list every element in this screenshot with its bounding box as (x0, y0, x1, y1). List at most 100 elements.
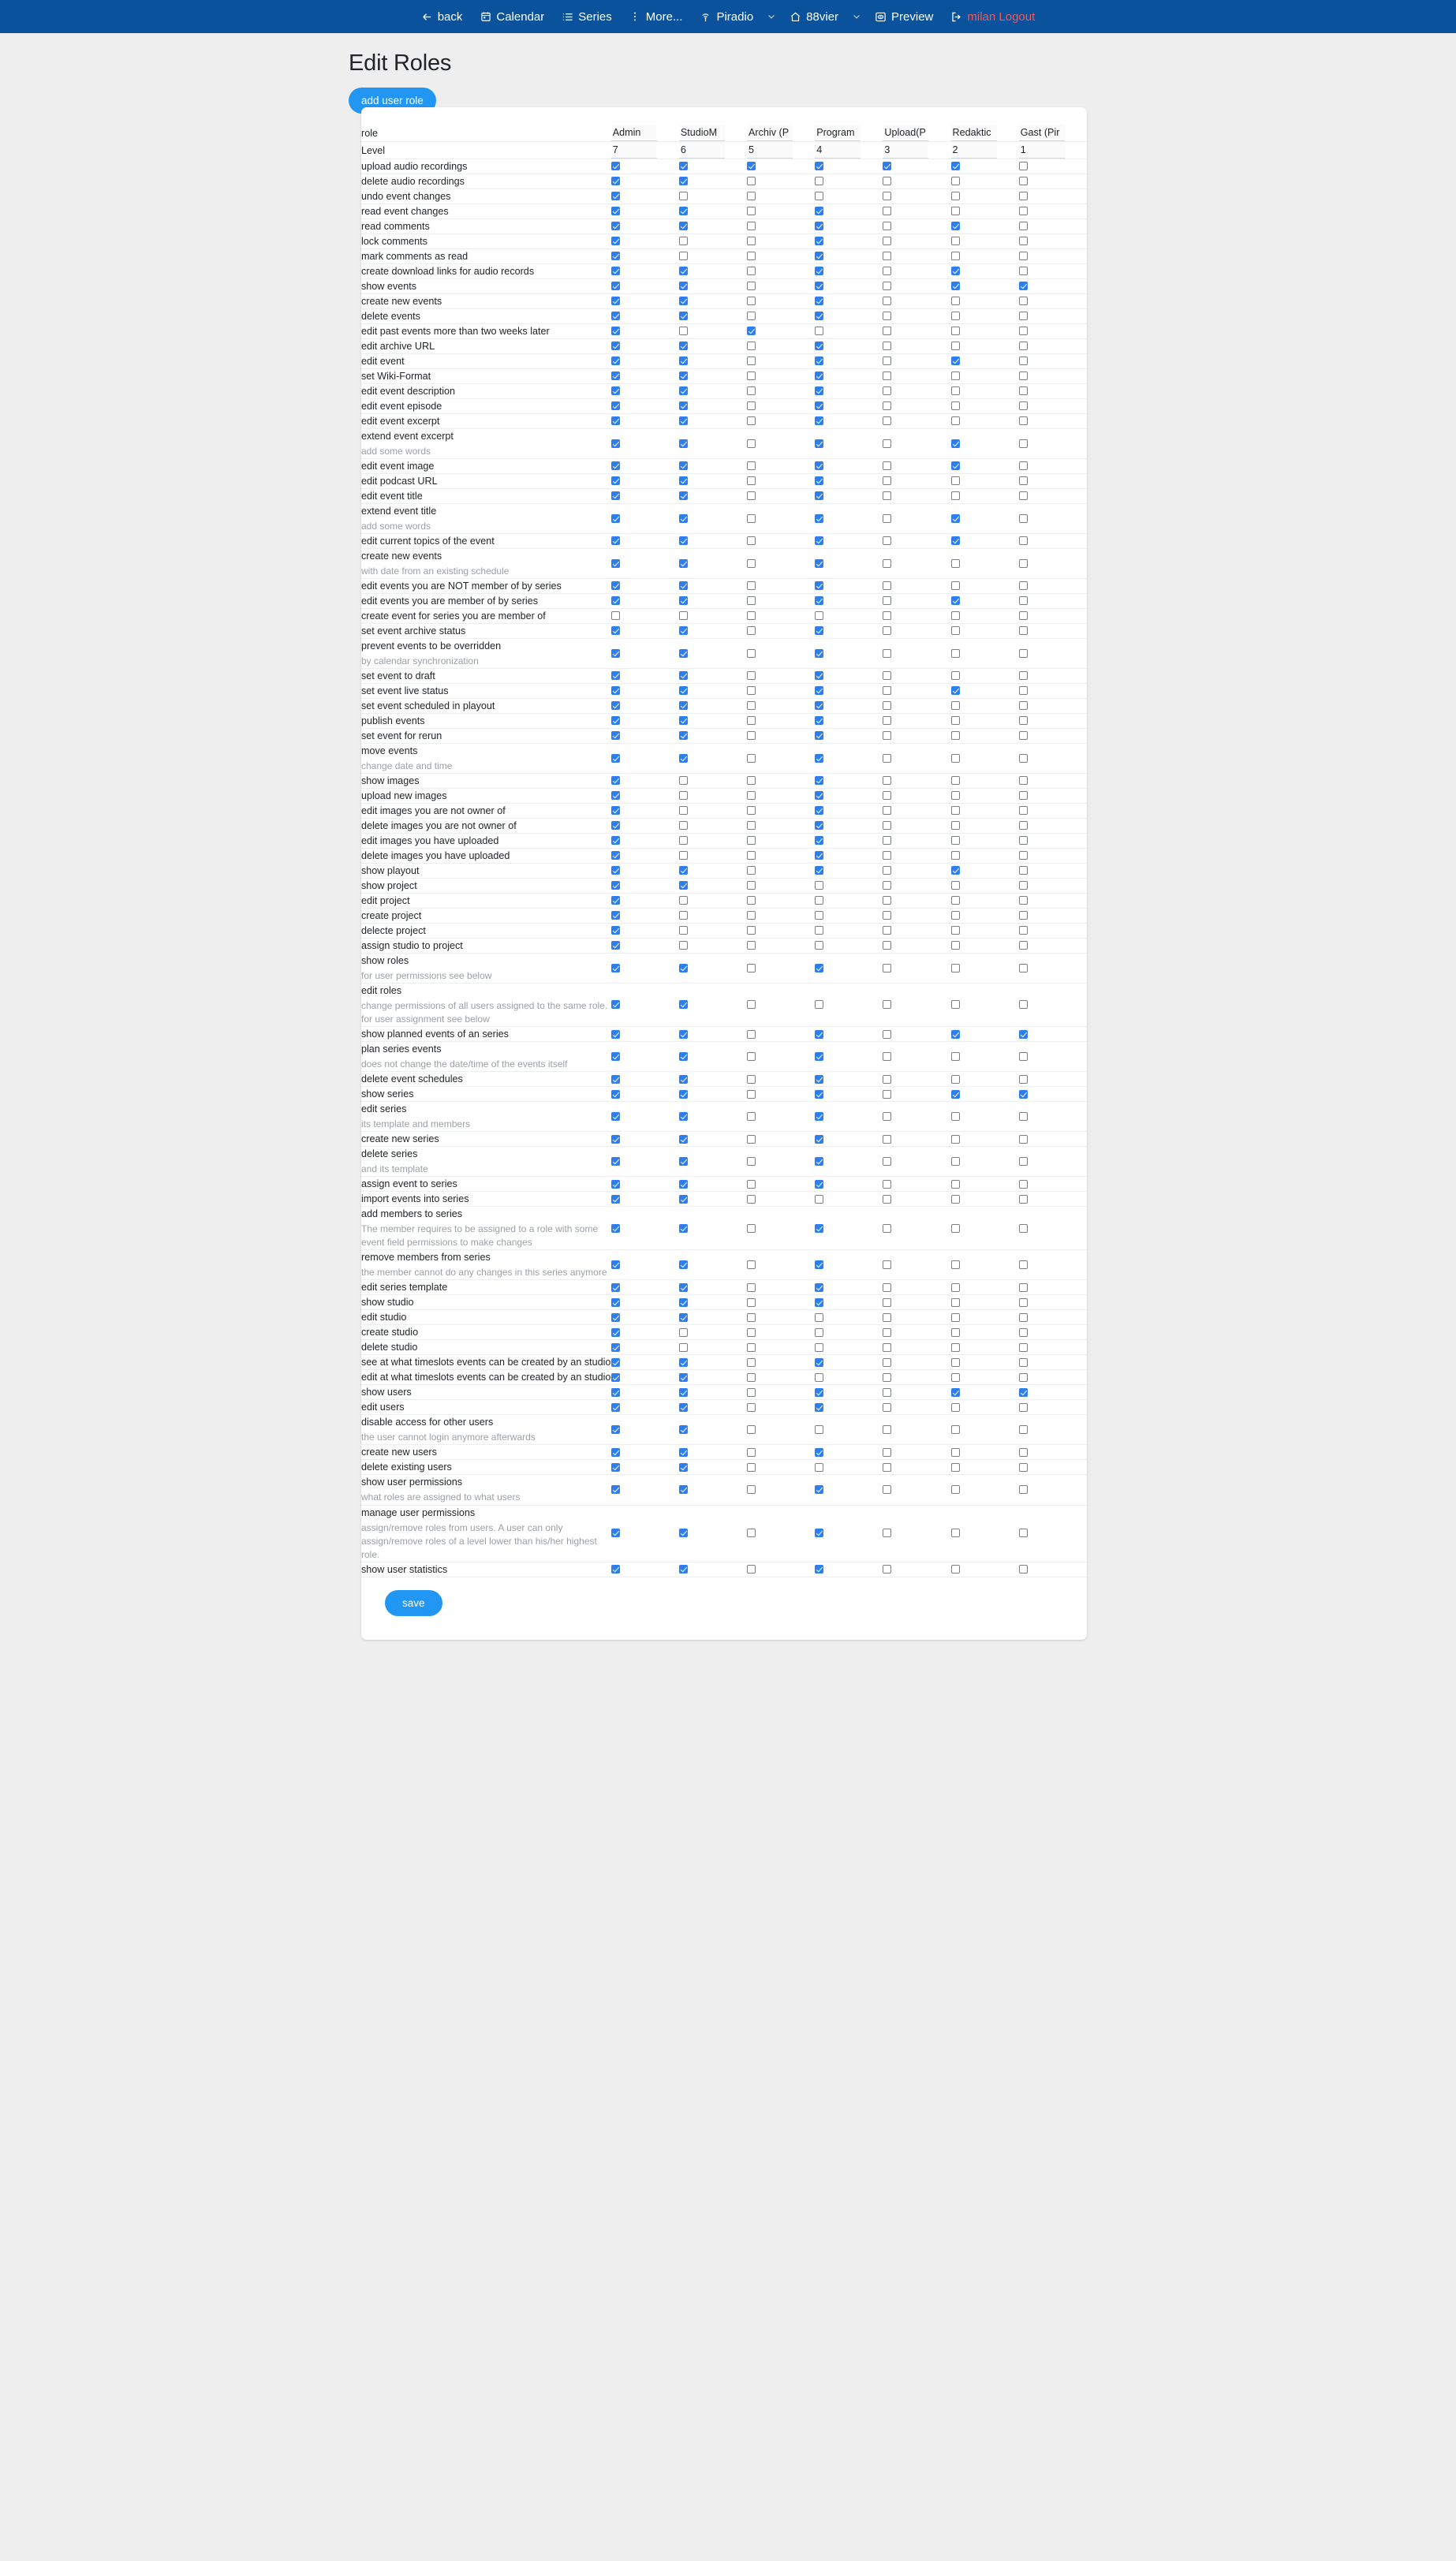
permission-checkbox-cell[interactable] (610, 1474, 679, 1506)
permission-checkbox[interactable] (815, 416, 824, 426)
permission-checkbox[interactable] (950, 1342, 960, 1352)
permission-checkbox[interactable] (1018, 866, 1028, 875)
permission-checkbox[interactable] (1018, 1342, 1028, 1352)
permission-checkbox-cell[interactable] (1018, 1191, 1087, 1208)
permission-checkbox-cell[interactable] (883, 1339, 951, 1356)
permission-checkbox[interactable] (883, 1327, 892, 1337)
permission-checkbox[interactable] (815, 282, 824, 291)
permission-checkbox-cell[interactable] (678, 593, 748, 610)
permission-checkbox-cell[interactable] (815, 953, 883, 984)
permission-checkbox-cell[interactable] (1018, 263, 1087, 279)
permission-checkbox[interactable] (678, 491, 688, 501)
permission-checkbox[interactable] (883, 1194, 892, 1204)
permission-checkbox-cell[interactable] (883, 938, 951, 954)
permission-checkbox-cell[interactable] (610, 488, 679, 505)
permission-checkbox[interactable] (747, 791, 756, 801)
permission-checkbox-cell[interactable] (678, 218, 748, 234)
permission-checkbox[interactable] (950, 342, 960, 351)
permission-checkbox-cell[interactable] (815, 1146, 883, 1178)
permission-checkbox[interactable] (747, 1425, 756, 1435)
permission-checkbox-cell[interactable] (883, 263, 951, 279)
permission-checkbox[interactable] (610, 1000, 620, 1010)
role-name-input[interactable] (610, 125, 657, 141)
permission-checkbox[interactable] (815, 327, 824, 336)
permission-checkbox-cell[interactable] (747, 1279, 816, 1296)
permission-checkbox-cell[interactable] (747, 338, 816, 354)
role-level-input[interactable] (747, 142, 793, 159)
permission-checkbox[interactable] (1018, 1462, 1028, 1472)
permission-checkbox-cell[interactable] (815, 308, 883, 324)
permission-checkbox[interactable] (678, 776, 688, 786)
permission-checkbox-cell[interactable] (883, 368, 951, 384)
permission-checkbox-cell[interactable] (950, 293, 1019, 309)
permission-checkbox[interactable] (883, 207, 892, 216)
permission-checkbox-cell[interactable] (883, 713, 951, 730)
permission-checkbox[interactable] (883, 1260, 892, 1270)
permission-checkbox-cell[interactable] (815, 383, 883, 399)
permission-checkbox[interactable] (610, 1029, 620, 1039)
permission-checkbox-cell[interactable] (747, 743, 816, 775)
permission-checkbox[interactable] (610, 1402, 620, 1412)
permission-checkbox-cell[interactable] (883, 683, 951, 700)
permission-checkbox-cell[interactable] (678, 533, 748, 550)
permission-checkbox[interactable] (610, 1157, 620, 1167)
permission-checkbox-cell[interactable] (815, 578, 883, 595)
permission-checkbox[interactable] (815, 581, 824, 591)
permission-checkbox-cell[interactable] (1018, 293, 1087, 309)
permission-checkbox[interactable] (950, 806, 960, 816)
permission-checkbox[interactable] (950, 776, 960, 786)
permission-checkbox[interactable] (678, 851, 688, 861)
permission-checkbox-cell[interactable] (678, 1369, 748, 1386)
permission-checkbox[interactable] (610, 716, 620, 726)
permission-checkbox[interactable] (747, 1260, 756, 1270)
permission-checkbox-cell[interactable] (815, 368, 883, 384)
permission-checkbox-cell[interactable] (883, 383, 951, 399)
permission-checkbox-cell[interactable] (747, 1146, 816, 1178)
permission-checkbox-cell[interactable] (1018, 1026, 1087, 1043)
permission-checkbox-cell[interactable] (1018, 488, 1087, 505)
permission-checkbox-cell[interactable] (950, 398, 1019, 414)
permission-checkbox-cell[interactable] (747, 503, 816, 535)
permission-checkbox[interactable] (678, 1112, 688, 1122)
permission-checkbox-cell[interactable] (747, 413, 816, 429)
permission-checkbox-cell[interactable] (678, 893, 748, 909)
permission-checkbox[interactable] (883, 753, 892, 763)
permission-checkbox-cell[interactable] (610, 668, 679, 685)
permission-checkbox-cell[interactable] (950, 923, 1019, 939)
permission-checkbox[interactable] (610, 926, 620, 935)
permission-checkbox-cell[interactable] (1018, 159, 1087, 174)
permission-checkbox[interactable] (1018, 1447, 1028, 1457)
permission-checkbox[interactable] (1018, 1179, 1028, 1189)
permission-checkbox-cell[interactable] (678, 1339, 748, 1356)
permission-checkbox-cell[interactable] (1018, 878, 1087, 894)
permission-checkbox[interactable] (610, 881, 620, 890)
permission-checkbox-cell[interactable] (1018, 368, 1087, 384)
permission-checkbox-cell[interactable] (610, 1562, 679, 1577)
permission-checkbox[interactable] (950, 851, 960, 861)
permission-checkbox[interactable] (610, 776, 620, 786)
permission-checkbox[interactable] (883, 1342, 892, 1352)
permission-checkbox-cell[interactable] (883, 323, 951, 339)
permission-checkbox[interactable] (747, 312, 756, 321)
permission-checkbox-cell[interactable] (1018, 668, 1087, 685)
permission-checkbox-cell[interactable] (815, 1562, 883, 1577)
permission-checkbox[interactable] (1018, 282, 1028, 291)
permission-checkbox[interactable] (610, 896, 620, 905)
permission-checkbox[interactable] (815, 1089, 824, 1099)
permission-checkbox-cell[interactable] (610, 1444, 679, 1461)
permission-checkbox-cell[interactable] (815, 203, 883, 219)
permission-checkbox-cell[interactable] (883, 1249, 951, 1281)
permission-checkbox[interactable] (815, 611, 824, 621)
permission-checkbox[interactable] (678, 401, 688, 411)
permission-checkbox[interactable] (815, 207, 824, 216)
permission-checkbox[interactable] (815, 716, 824, 726)
permission-checkbox[interactable] (678, 237, 688, 246)
permission-checkbox[interactable] (815, 911, 824, 920)
permission-checkbox[interactable] (950, 177, 960, 186)
permission-checkbox[interactable] (950, 866, 960, 875)
permission-checkbox-cell[interactable] (747, 548, 816, 580)
permission-checkbox[interactable] (815, 701, 824, 711)
permission-checkbox-cell[interactable] (747, 773, 816, 790)
permission-checkbox-cell[interactable] (950, 788, 1019, 805)
permission-checkbox-cell[interactable] (747, 1176, 816, 1193)
